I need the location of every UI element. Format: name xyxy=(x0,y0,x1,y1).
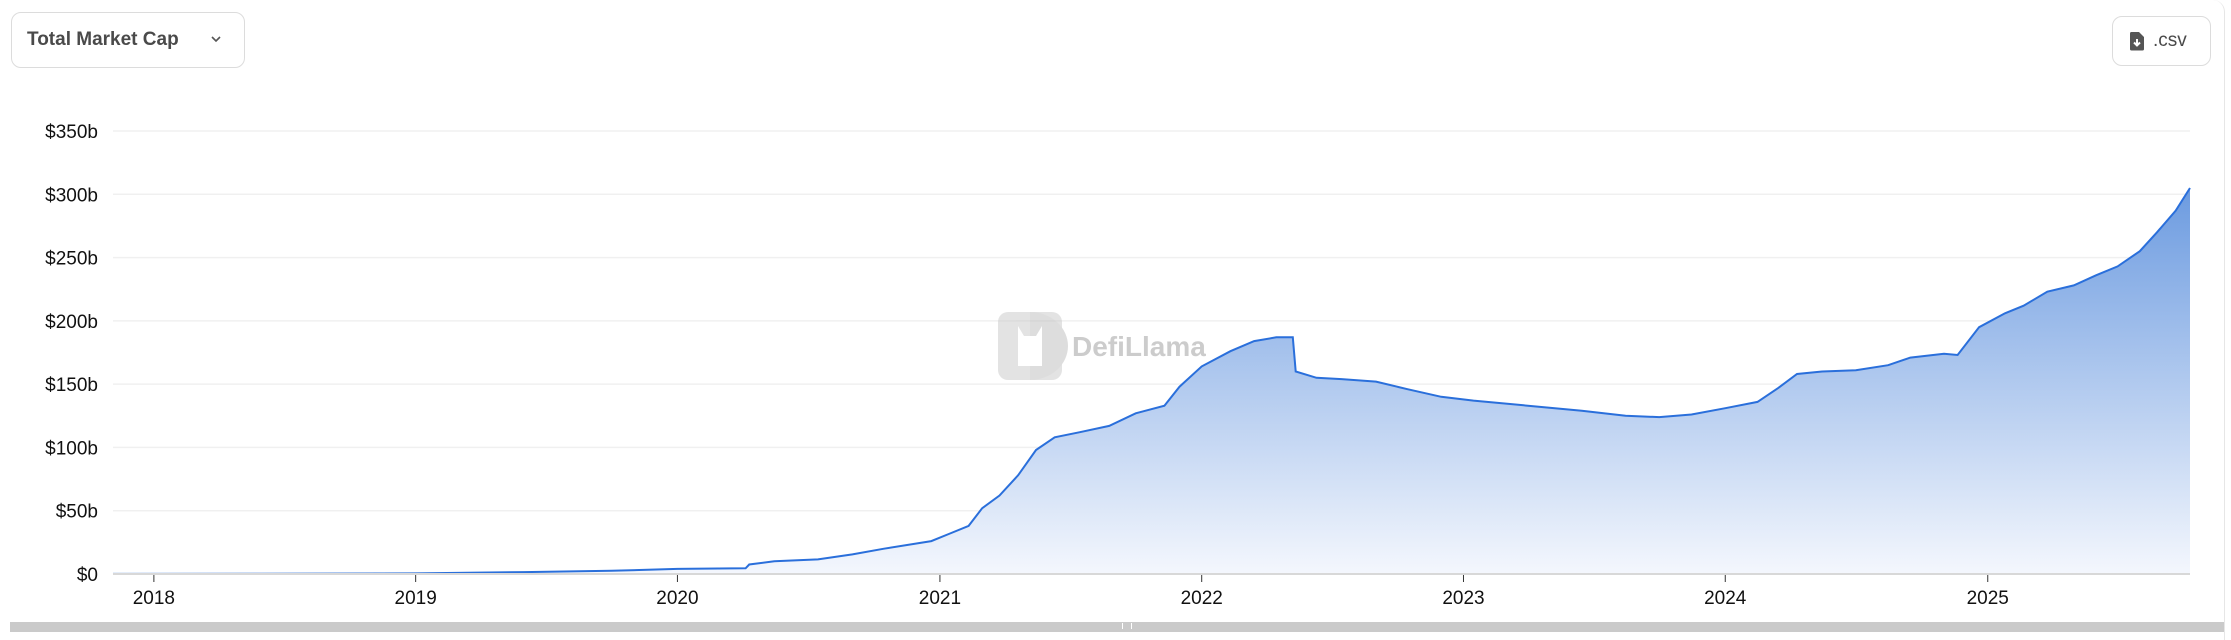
chart-zoom-scrollbar[interactable] xyxy=(10,622,2224,632)
scrollbar-grip[interactable] xyxy=(1122,623,1132,629)
x-tick-label: 2018 xyxy=(133,588,175,609)
y-tick-label: $150b xyxy=(45,375,98,396)
y-axis: $0 $50b $100b $150b $200b $250b $300b $350b xyxy=(45,122,98,586)
csv-button-label: .csv xyxy=(2153,30,2187,51)
metric-selector-dropdown[interactable]: Total Market Cap xyxy=(11,12,245,68)
y-tick-label: $250b xyxy=(45,249,98,270)
y-tick-label: $200b xyxy=(45,312,98,333)
y-tick-label: $0 xyxy=(77,565,98,586)
download-csv-button[interactable]: .csv xyxy=(2112,16,2211,66)
x-axis: 2018 2019 2020 2021 2022 2023 2024 2025 xyxy=(133,575,2009,609)
chevron-down-icon xyxy=(211,36,221,43)
file-download-icon xyxy=(2129,32,2144,51)
x-tick-label: 2023 xyxy=(1442,588,1484,609)
watermark-text: DefiLlama xyxy=(1072,331,1206,362)
metric-selector-label: Total Market Cap xyxy=(27,29,179,50)
market-cap-area xyxy=(113,188,2190,574)
defillama-watermark: DefiLlama xyxy=(998,312,1206,380)
y-tick-label: $350b xyxy=(45,122,98,143)
x-tick-label: 2025 xyxy=(1967,588,2009,609)
x-tick-label: 2021 xyxy=(919,588,961,609)
x-tick-label: 2020 xyxy=(656,588,698,609)
y-tick-label: $300b xyxy=(45,185,98,206)
y-tick-label: $100b xyxy=(45,438,98,459)
market-cap-line xyxy=(112,187,2191,575)
x-tick-label: 2022 xyxy=(1181,588,1223,609)
x-tick-label: 2024 xyxy=(1704,588,1747,609)
y-tick-label: $50b xyxy=(56,502,98,523)
x-tick-label: 2019 xyxy=(395,588,437,609)
